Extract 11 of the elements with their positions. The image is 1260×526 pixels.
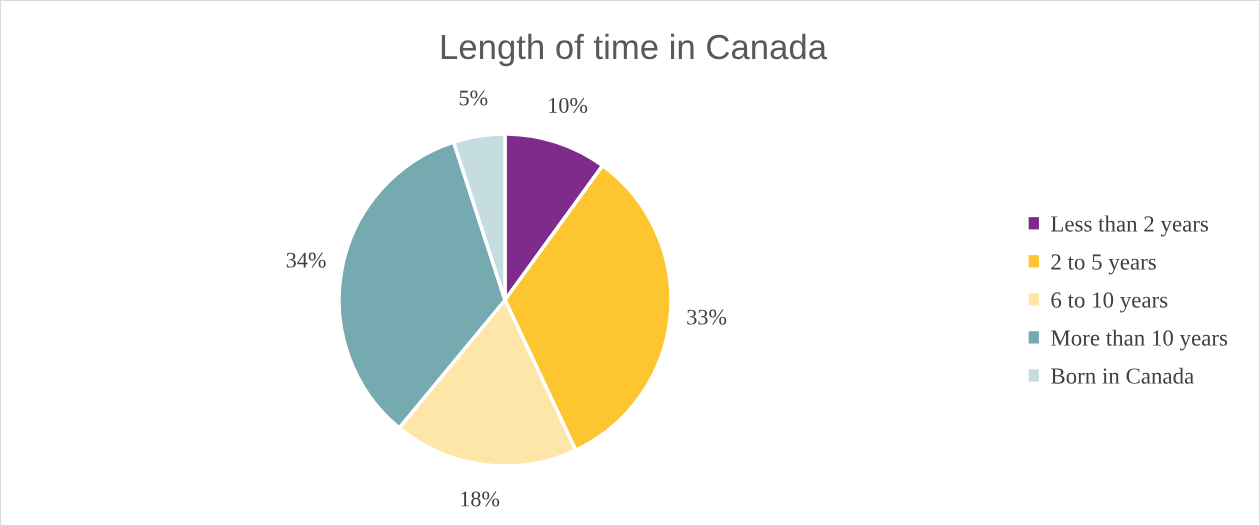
legend-label: 2 to 5 years [1051, 254, 1156, 275]
data-label: 18% [461, 491, 500, 507]
data-label: 34% [286, 252, 326, 268]
legend-label: Born in Canada [1051, 367, 1194, 384]
data-label: 33% [687, 309, 727, 325]
chart-title: Length of time in Canada [441, 33, 828, 67]
data-label: 10% [549, 97, 588, 114]
legend-label: More than 10 years [1051, 329, 1228, 351]
legend-label: 6 to 10 years [1051, 292, 1168, 313]
legend-label: Less than 2 years [1051, 215, 1209, 237]
data-label: 5% [459, 90, 488, 106]
